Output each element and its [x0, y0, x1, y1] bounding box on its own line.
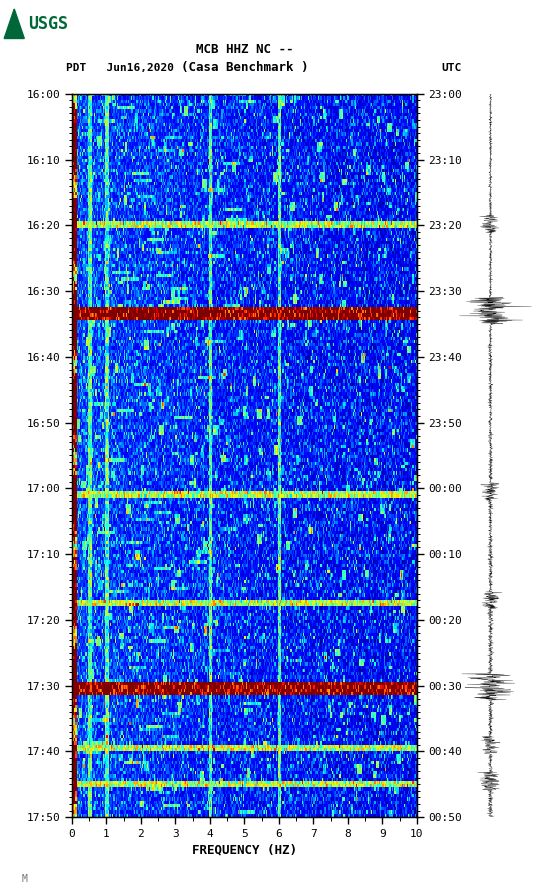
Polygon shape [4, 9, 24, 38]
Text: M: M [22, 874, 28, 884]
Text: (Casa Benchmark ): (Casa Benchmark ) [181, 62, 308, 74]
Text: PDT   Jun16,2020: PDT Jun16,2020 [66, 63, 174, 73]
X-axis label: FREQUENCY (HZ): FREQUENCY (HZ) [192, 843, 297, 856]
Text: UTC: UTC [442, 63, 462, 73]
Text: USGS: USGS [28, 15, 68, 33]
Text: MCB HHZ NC --: MCB HHZ NC -- [195, 43, 293, 55]
